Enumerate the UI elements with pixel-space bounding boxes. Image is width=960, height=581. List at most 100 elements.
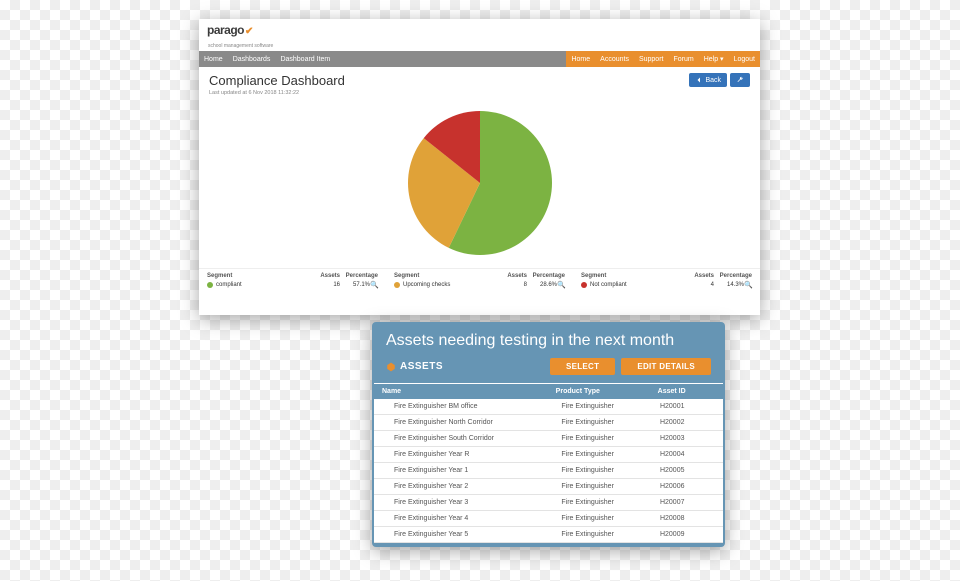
- legend-label: compliant: [216, 282, 314, 288]
- cell-product-type: Fire Extinguisher: [553, 511, 652, 526]
- cell-product-type: Fire Extinguisher: [553, 415, 652, 430]
- legend-column: SegmentAssetsPercentage Not compliant414.…: [573, 269, 760, 293]
- legend-count: 16: [314, 282, 340, 288]
- legend-header: SegmentAssetsPercentage: [207, 273, 378, 279]
- nav-left: Home Dashboards Dashboard Item: [199, 56, 335, 63]
- legend-header: SegmentAssetsPercentage: [581, 273, 752, 279]
- table-row[interactable]: Fire Extinguisher South CorridorFire Ext…: [374, 431, 723, 447]
- table-header: Name Product Type Asset ID: [374, 383, 723, 399]
- back-button-label: Back: [705, 77, 721, 84]
- table-row[interactable]: Fire Extinguisher Year 5Fire Extinguishe…: [374, 527, 723, 543]
- cell-name: Fire Extinguisher Year 1: [374, 463, 553, 478]
- nav-logout[interactable]: Logout: [729, 56, 760, 63]
- nav-forum[interactable]: Forum: [668, 56, 698, 63]
- cell-asset-id: H20008: [652, 511, 723, 526]
- pie-chart: [405, 108, 555, 258]
- nav-support[interactable]: Support: [634, 56, 669, 63]
- legend-label: Not compliant: [590, 282, 688, 288]
- cell-asset-id: H20001: [652, 399, 723, 414]
- cell-name: Fire Extinguisher North Corridor: [374, 415, 553, 430]
- nav-accounts[interactable]: Accounts: [595, 56, 634, 63]
- page-header: Compliance Dashboard Last updated at 6 N…: [199, 67, 760, 98]
- legend-pct: 28.6%: [527, 282, 557, 288]
- cell-product-type: Fire Extinguisher: [553, 431, 652, 446]
- legend-row: Not compliant414.3%🔍: [581, 281, 752, 289]
- legend-dot-icon: [581, 282, 587, 288]
- logo-text: parago: [207, 23, 244, 37]
- assets-table: Name Product Type Asset ID Fire Extingui…: [374, 383, 723, 543]
- legend-count: 8: [501, 282, 527, 288]
- panel-toolbar: ASSETS SELECT EDIT DETAILS: [372, 358, 725, 383]
- legend-row: compliant1657.1%🔍: [207, 281, 378, 289]
- pie-legend: SegmentAssetsPercentagecompliant1657.1%🔍…: [199, 268, 760, 293]
- cell-asset-id: H20007: [652, 495, 723, 510]
- nav-home-r[interactable]: Home: [566, 56, 595, 63]
- legend-dot-icon: [394, 282, 400, 288]
- cell-asset-id: H20002: [652, 415, 723, 430]
- cell-product-type: Fire Extinguisher: [553, 527, 652, 542]
- cell-product-type: Fire Extinguisher: [553, 495, 652, 510]
- nav-bar: Home Dashboards Dashboard Item Home Acco…: [199, 51, 760, 67]
- panel-title: Assets needing testing in the next month: [372, 322, 725, 358]
- cell-name: Fire Extinguisher South Corridor: [374, 431, 553, 446]
- logo-accent-icon: ✔: [245, 26, 253, 37]
- magnify-icon[interactable]: 🔍: [370, 281, 378, 289]
- page-title: Compliance Dashboard: [209, 73, 345, 88]
- cell-product-type: Fire Extinguisher: [553, 463, 652, 478]
- magnify-icon[interactable]: 🔍: [744, 281, 752, 289]
- assets-panel: Assets needing testing in the next month…: [372, 322, 725, 547]
- table-row[interactable]: Fire Extinguisher Year RFire Extinguishe…: [374, 447, 723, 463]
- asset-icon: [386, 362, 396, 372]
- legend-row: Upcoming checks828.6%🔍: [394, 281, 565, 289]
- legend-dot-icon: [207, 282, 213, 288]
- cell-product-type: Fire Extinguisher: [553, 447, 652, 462]
- assets-label: ASSETS: [386, 361, 443, 372]
- cell-name: Fire Extinguisher BM office: [374, 399, 553, 414]
- legend-column: SegmentAssetsPercentage Upcoming checks82…: [386, 269, 573, 293]
- back-button[interactable]: Back: [689, 73, 727, 87]
- nav-help[interactable]: Help ▾: [699, 55, 729, 63]
- nav-dashboards[interactable]: Dashboards: [228, 56, 276, 63]
- cell-asset-id: H20003: [652, 431, 723, 446]
- nav-dashboard-item[interactable]: Dashboard Item: [275, 56, 335, 63]
- table-row[interactable]: Fire Extinguisher Year 4Fire Extinguishe…: [374, 511, 723, 527]
- app-window: parago ✔ school management software Home…: [199, 19, 760, 315]
- select-button[interactable]: SELECT: [550, 358, 615, 375]
- col-name: Name: [374, 384, 548, 399]
- settings-button[interactable]: [730, 73, 750, 87]
- cell-name: Fire Extinguisher Year R: [374, 447, 553, 462]
- col-asset-id: Asset ID: [650, 384, 723, 399]
- legend-header: SegmentAssetsPercentage: [394, 273, 565, 279]
- cell-name: Fire Extinguisher Year 5: [374, 527, 553, 542]
- cell-asset-id: H20009: [652, 527, 723, 542]
- legend-pct: 14.3%: [714, 282, 744, 288]
- cell-name: Fire Extinguisher Year 4: [374, 511, 553, 526]
- legend-label: Upcoming checks: [403, 282, 501, 288]
- wrench-icon: [736, 76, 744, 84]
- cell-name: Fire Extinguisher Year 2: [374, 479, 553, 494]
- assets-label-text: ASSETS: [400, 361, 443, 372]
- nav-home[interactable]: Home: [199, 56, 228, 63]
- edit-details-button[interactable]: EDIT DETAILS: [621, 358, 711, 375]
- chevron-left-icon: [695, 76, 703, 84]
- cell-asset-id: H20004: [652, 447, 723, 462]
- legend-count: 4: [688, 282, 714, 288]
- cell-product-type: Fire Extinguisher: [553, 399, 652, 414]
- legend-column: SegmentAssetsPercentage compliant1657.1%🔍: [199, 269, 386, 293]
- logo-bar: parago ✔: [199, 19, 760, 43]
- page-last-updated: Last updated at 6 Nov 2018 11:32:22: [209, 90, 345, 96]
- legend-pct: 57.1%: [340, 282, 370, 288]
- table-row[interactable]: Fire Extinguisher Year 2Fire Extinguishe…: [374, 479, 723, 495]
- table-row[interactable]: Fire Extinguisher North CorridorFire Ext…: [374, 415, 723, 431]
- cell-name: Fire Extinguisher Year 3: [374, 495, 553, 510]
- table-row[interactable]: Fire Extinguisher Year 1Fire Extinguishe…: [374, 463, 723, 479]
- col-product-type: Product Type: [548, 384, 650, 399]
- pie-chart-area: [199, 98, 760, 268]
- cell-asset-id: H20005: [652, 463, 723, 478]
- cell-product-type: Fire Extinguisher: [553, 479, 652, 494]
- table-row[interactable]: Fire Extinguisher BM officeFire Extingui…: [374, 399, 723, 415]
- magnify-icon[interactable]: 🔍: [557, 281, 565, 289]
- table-row[interactable]: Fire Extinguisher Year 3Fire Extinguishe…: [374, 495, 723, 511]
- nav-right: Home Accounts Support Forum Help ▾ Logou…: [566, 51, 760, 67]
- logo-subtitle: school management software: [208, 43, 752, 49]
